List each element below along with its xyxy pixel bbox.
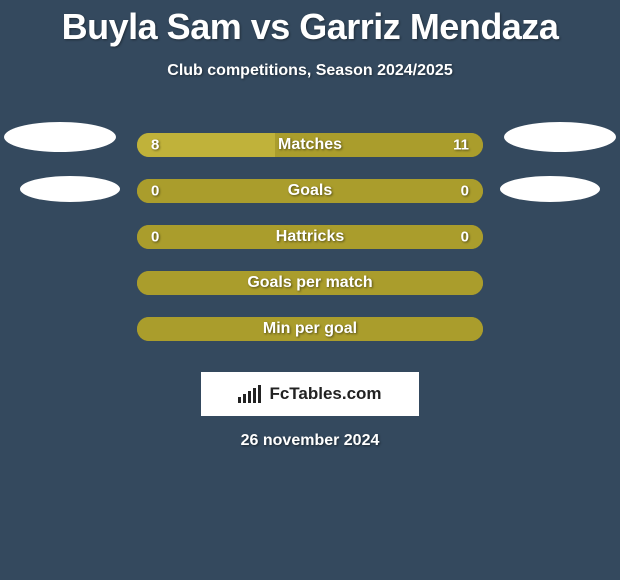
date-line: 26 november 2024 — [0, 432, 620, 450]
stat-bar: Goals per match — [137, 271, 483, 295]
stat-label: Goals per match — [247, 274, 372, 292]
stat-bar: Min per goal — [137, 317, 483, 341]
logo-text: FcTables.com — [238, 384, 381, 404]
stat-bar-left — [137, 179, 310, 203]
stat-bar: 8 11 Matches — [137, 133, 483, 157]
stat-label: Hattricks — [276, 228, 344, 246]
logo-bars-icon — [238, 385, 261, 403]
stat-row: Goals per match — [0, 260, 620, 306]
logo-label: FcTables.com — [269, 384, 381, 404]
stat-value-left: 8 — [151, 137, 159, 154]
stat-row: 0 0 Hattricks — [0, 214, 620, 260]
stat-bar: 0 0 Goals — [137, 179, 483, 203]
stats-container: 8 11 Matches 0 0 Goals 0 0 Hattricks Goals per ma… — [0, 122, 620, 352]
stat-label: Matches — [278, 136, 342, 154]
stat-value-left: 0 — [151, 183, 159, 200]
stat-bar: 0 0 Hattricks — [137, 225, 483, 249]
stat-value-right: 0 — [461, 229, 469, 246]
stat-value-left: 0 — [151, 229, 159, 246]
stat-bar-right — [310, 179, 483, 203]
stat-row: Min per goal — [0, 306, 620, 352]
logo-box: FcTables.com — [201, 372, 419, 416]
stat-value-right: 0 — [461, 183, 469, 200]
stat-row: 8 11 Matches — [0, 122, 620, 168]
stat-row: 0 0 Goals — [0, 168, 620, 214]
page-subtitle: Club competitions, Season 2024/2025 — [0, 62, 620, 80]
stat-label: Goals — [288, 182, 332, 200]
page-title: Buyla Sam vs Garriz Mendaza — [0, 0, 620, 48]
stat-label: Min per goal — [263, 320, 357, 338]
stat-value-right: 11 — [453, 137, 469, 154]
